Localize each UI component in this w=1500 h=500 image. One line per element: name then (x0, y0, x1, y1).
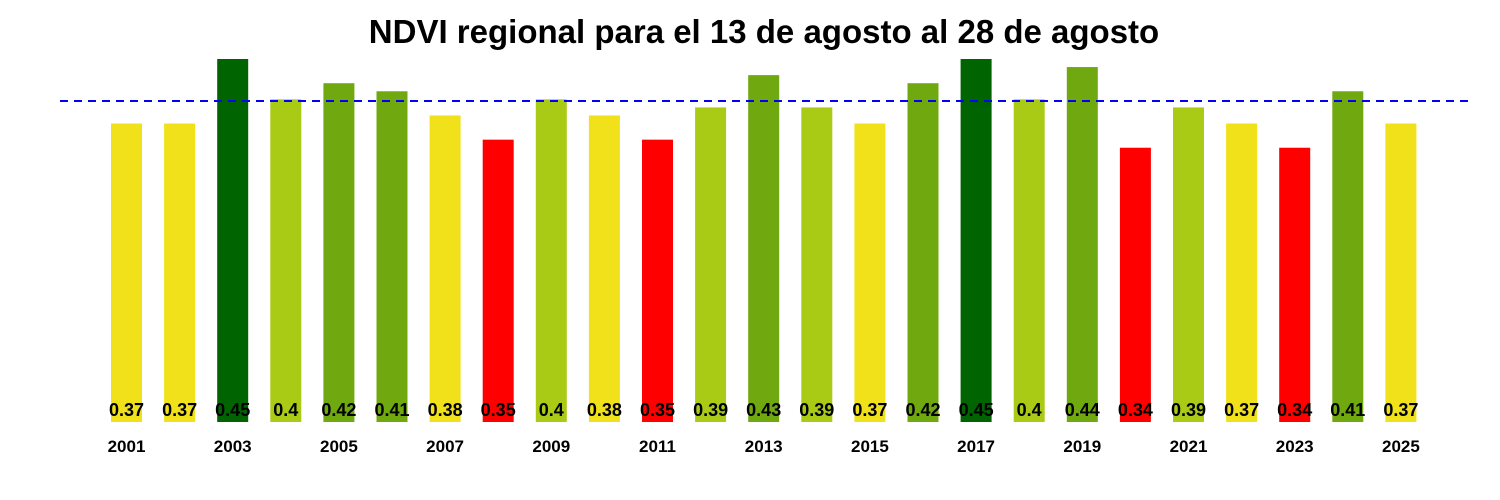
x-tick-label-2005: 2005 (320, 437, 358, 456)
x-tick-label-2007: 2007 (426, 437, 464, 456)
bar-2003 (217, 59, 249, 422)
value-label-2023: 0.34 (1277, 400, 1312, 420)
chart-title: NDVI regional para el 13 de agosto al 28… (369, 13, 1159, 50)
bars-group (111, 59, 1417, 423)
value-label-2022: 0.37 (1224, 400, 1259, 420)
bar-2016 (907, 83, 939, 422)
bar-2018 (1013, 99, 1045, 422)
bar-2021 (1173, 107, 1204, 423)
bar-2007 (429, 115, 461, 422)
value-label-2012: 0.39 (693, 400, 728, 420)
x-tick-label-2009: 2009 (532, 437, 570, 456)
value-label-2021: 0.39 (1171, 400, 1206, 420)
value-label-2015: 0.37 (852, 400, 887, 420)
x-tick-label-2023: 2023 (1276, 437, 1314, 456)
value-label-2005: 0.42 (321, 400, 356, 420)
value-label-2006: 0.41 (374, 400, 409, 420)
value-label-2007: 0.38 (428, 400, 463, 420)
bar-2001 (111, 123, 142, 423)
value-labels-group: 0.37 0.37 0.45 0.4 0.42 0.41 0.38 0.35 0.4 0.38 0.… (109, 400, 1418, 420)
bar-2010 (588, 115, 620, 422)
x-tick-label-2015: 2015 (851, 437, 889, 456)
value-label-2019: 0.44 (1065, 400, 1100, 420)
bar-2014 (801, 107, 833, 423)
bar-2006 (376, 91, 408, 423)
bar-2020 (1119, 147, 1151, 422)
bar-2011 (642, 139, 673, 422)
x-tick-label-2021: 2021 (1170, 437, 1208, 456)
value-label-2018: 0.4 (1017, 400, 1042, 420)
value-label-2014: 0.39 (799, 400, 834, 420)
bar-2017 (960, 59, 992, 422)
x-tick-label-2013: 2013 (745, 437, 783, 456)
value-label-2003: 0.45 (215, 400, 250, 420)
bar-2004 (270, 99, 302, 422)
x-tick-label-2019: 2019 (1063, 437, 1101, 456)
bar-2019 (1066, 67, 1098, 423)
bar-2015 (854, 123, 886, 423)
x-tick-label-2017: 2017 (957, 437, 995, 456)
x-axis-tick-labels: 2001 2003 2005 2007 2009 2011 2013 2015 2017 2019… (108, 437, 1420, 456)
x-tick-label-2003: 2003 (214, 437, 252, 456)
value-label-2020: 0.34 (1118, 400, 1153, 420)
value-label-2016: 0.42 (905, 400, 940, 420)
bar-2002 (164, 123, 196, 423)
value-label-2008: 0.35 (481, 400, 516, 420)
value-label-2024: 0.41 (1330, 400, 1365, 420)
bar-2022 (1226, 123, 1258, 423)
bar-2023 (1279, 147, 1311, 422)
bar-2008 (482, 139, 514, 422)
bar-2012 (695, 107, 727, 423)
bar-2025 (1385, 123, 1417, 423)
value-label-2004: 0.4 (273, 400, 298, 420)
bar-2013 (748, 75, 780, 422)
bar-2024 (1332, 91, 1364, 423)
x-tick-label-2011: 2011 (639, 437, 676, 456)
value-label-2017: 0.45 (959, 400, 994, 420)
x-tick-label-2001: 2001 (108, 437, 146, 456)
bar-2009 (535, 99, 567, 422)
bar-2005 (323, 83, 355, 422)
x-tick-label-2025: 2025 (1382, 437, 1420, 456)
value-label-2002: 0.37 (162, 400, 197, 420)
value-label-2010: 0.38 (587, 400, 622, 420)
value-label-2001: 0.37 (109, 400, 144, 420)
value-label-2011: 0.35 (640, 400, 675, 420)
value-label-2025: 0.37 (1383, 400, 1418, 420)
value-label-2013: 0.43 (746, 400, 781, 420)
value-label-2009: 0.4 (539, 400, 564, 420)
